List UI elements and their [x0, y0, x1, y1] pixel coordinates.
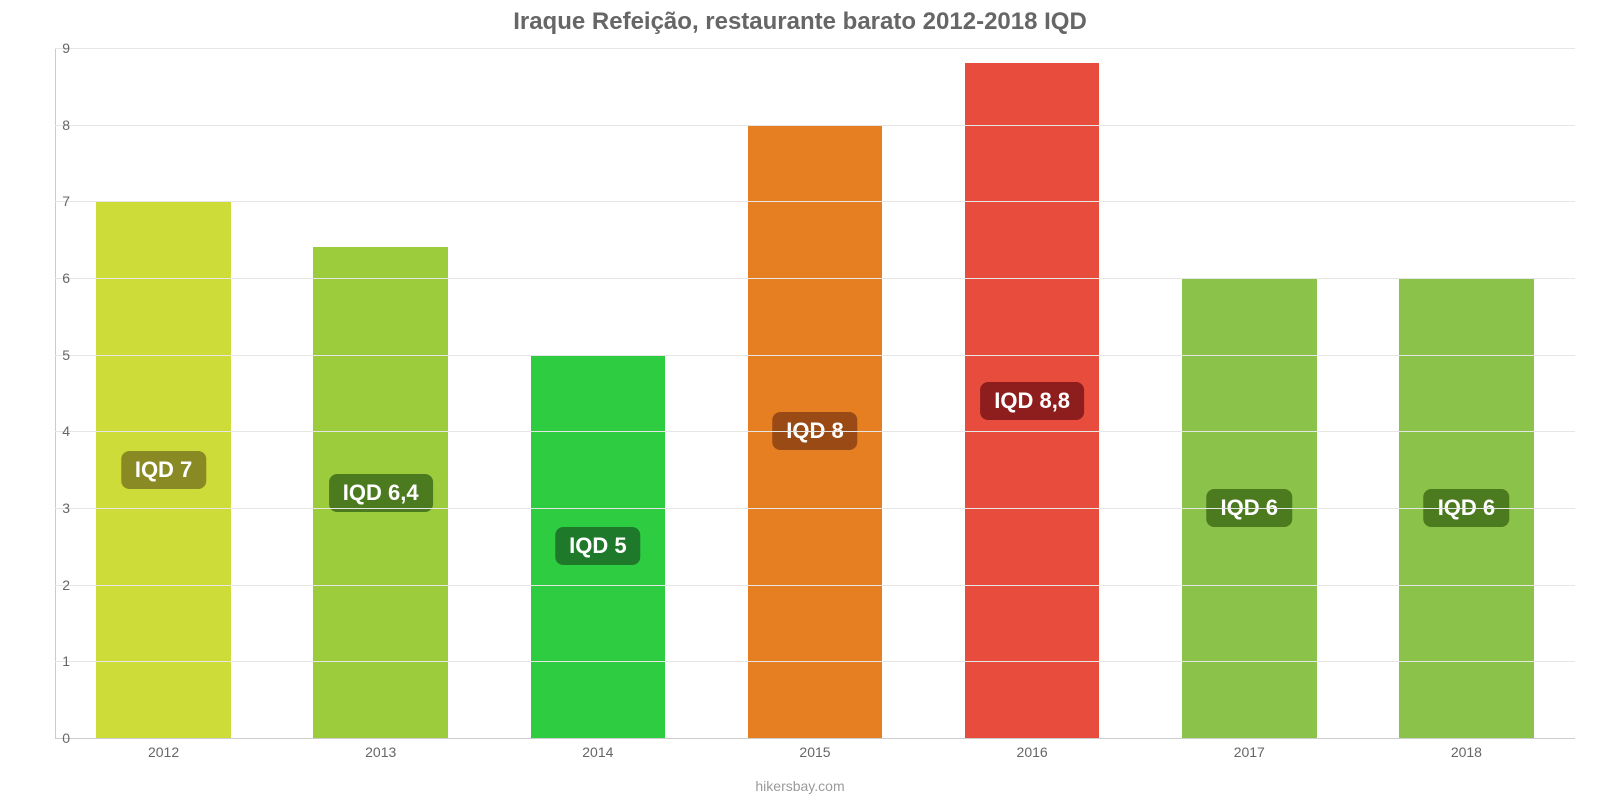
bar-value-label: IQD 7	[121, 451, 206, 489]
y-tick-label: 8	[30, 117, 70, 133]
x-tick-label: 2018	[1358, 744, 1575, 760]
plot-area: IQD 7IQD 6,4IQD 5IQD 8IQD 8,8IQD 6IQD 6	[55, 48, 1575, 738]
grid-line	[55, 48, 1575, 49]
y-tick-label: 6	[30, 270, 70, 286]
y-tick-label: 7	[30, 193, 70, 209]
x-tick-label: 2017	[1141, 744, 1358, 760]
x-tick-label: 2016	[924, 744, 1141, 760]
grid-line	[55, 431, 1575, 432]
x-axis-line	[55, 738, 1575, 739]
y-tick-label: 2	[30, 577, 70, 593]
x-tick-label: 2014	[489, 744, 706, 760]
grid-line	[55, 661, 1575, 662]
y-tick-label: 5	[30, 347, 70, 363]
y-tick-label: 3	[30, 500, 70, 516]
bar-value-label: IQD 5	[555, 527, 640, 565]
chart-title: Iraque Refeição, restaurante barato 2012…	[0, 8, 1600, 36]
grid-line	[55, 508, 1575, 509]
grid-line	[55, 125, 1575, 126]
grid-line	[55, 278, 1575, 279]
bar-value-label: IQD 6,4	[329, 474, 433, 512]
x-tick-label: 2015	[706, 744, 923, 760]
y-tick-label: 4	[30, 423, 70, 439]
x-tick-label: 2013	[272, 744, 489, 760]
grid-line	[55, 201, 1575, 202]
bars-layer: IQD 7IQD 6,4IQD 5IQD 8IQD 8,8IQD 6IQD 6	[55, 48, 1575, 738]
bar-chart: Iraque Refeição, restaurante barato 2012…	[0, 0, 1600, 800]
y-tick-label: 9	[30, 40, 70, 56]
grid-line	[55, 355, 1575, 356]
y-tick-label: 1	[30, 653, 70, 669]
x-tick-label: 2012	[55, 744, 272, 760]
bar-value-label: IQD 8,8	[980, 382, 1084, 420]
attribution-text: hikersbay.com	[0, 778, 1600, 794]
grid-line	[55, 585, 1575, 586]
y-axis-line	[55, 48, 56, 738]
